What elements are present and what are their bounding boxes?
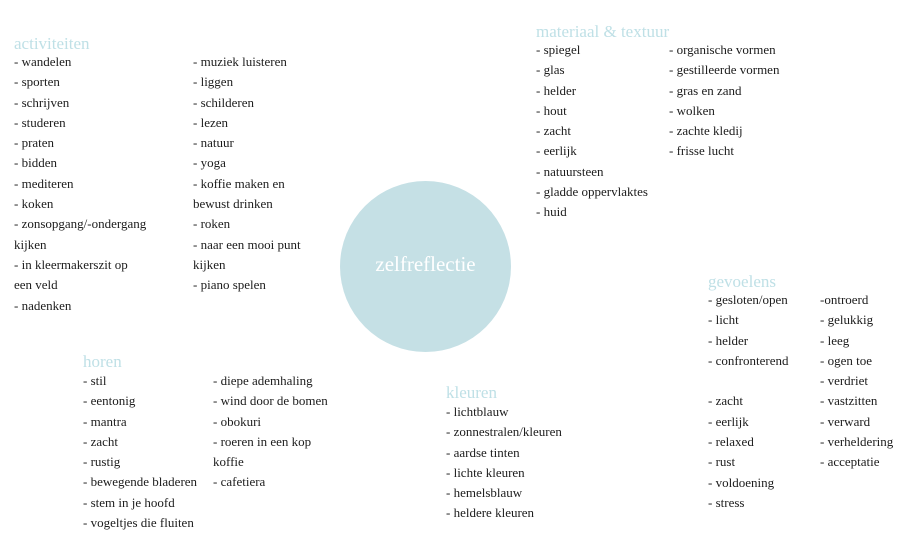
list-item: - aardse tinten bbox=[446, 444, 520, 460]
list-item: - gladde oppervlaktes bbox=[536, 184, 648, 200]
list-item bbox=[708, 371, 789, 391]
list-item: - zacht bbox=[83, 433, 119, 449]
list-item: - liggen bbox=[193, 74, 234, 90]
list-item: - ogen toe bbox=[820, 352, 872, 368]
list-item: - stem in je hoofd bbox=[83, 494, 175, 510]
list-activiteiten-col1: - wandelen - sporten - schrijven - studeren… bbox=[14, 52, 146, 316]
list-activiteiten-col2: - muziek luisteren - liggen - schilderen - … bbox=[193, 52, 301, 296]
list-item: - studeren bbox=[14, 114, 66, 130]
list-item: - rustig bbox=[83, 454, 121, 470]
list-item: - helder bbox=[536, 82, 577, 98]
list-item: bewust drinken bbox=[193, 196, 273, 212]
list-horen-col2: - diepe ademhaling - wind door de bomen - … bbox=[213, 371, 328, 493]
list-item: - nadenken bbox=[14, 297, 72, 313]
list-item: - gesloten/open bbox=[708, 292, 788, 307]
list-materiaal-col1: - spiegel - glas - helder - hout - zacht - ee… bbox=[536, 40, 648, 223]
list-item: - verheldering bbox=[820, 434, 894, 450]
list-item: - muziek luisteren bbox=[193, 54, 287, 69]
list-item: - mantra bbox=[83, 413, 127, 429]
list-item: - vastzitten bbox=[820, 393, 878, 409]
list-item: - eentonig bbox=[83, 393, 136, 409]
list-item: - mediteren bbox=[14, 175, 74, 191]
list-item: - vogeltjes die fluiten bbox=[83, 515, 194, 531]
list-item: - wolken bbox=[669, 102, 715, 118]
list-item: - bidden bbox=[14, 155, 57, 171]
list-item: - huid bbox=[536, 204, 567, 220]
list-item: een veld bbox=[14, 277, 58, 293]
list-item: koffie bbox=[213, 454, 244, 470]
list-item: - koken bbox=[14, 196, 54, 212]
list-item: - natuur bbox=[193, 135, 234, 151]
list-item: - frisse lucht bbox=[669, 143, 734, 159]
list-item: - wandelen bbox=[14, 54, 72, 69]
list-item: - lezen bbox=[193, 114, 229, 130]
list-gevoelens-col1: - gesloten/open - licht - helder - confront… bbox=[708, 290, 789, 513]
list-item: - gestilleerde vormen bbox=[669, 62, 780, 78]
list-item: - hout bbox=[536, 102, 567, 118]
list-item: - schrijven bbox=[14, 94, 70, 110]
section-title-activiteiten: activiteiten bbox=[14, 34, 90, 53]
list-item: - eerlijk bbox=[536, 143, 577, 159]
list-horen-col1: - stil - eentonig - mantra - zacht - rustig -… bbox=[83, 371, 197, 533]
list-item: - roken bbox=[193, 216, 231, 232]
list-gevoelens-col2: -ontroerd - gelukkig - leeg - ogen toe - ver… bbox=[820, 290, 893, 473]
center-circle: zelfreflectie bbox=[340, 181, 511, 352]
list-item: - zachte kledij bbox=[669, 123, 743, 139]
list-item: kijken bbox=[193, 256, 226, 272]
list-item: - wind door de bomen bbox=[213, 393, 328, 409]
list-item: - sporten bbox=[14, 74, 60, 90]
list-item: - lichtblauw bbox=[446, 404, 509, 419]
list-item: - stress bbox=[708, 494, 745, 510]
list-item: - in kleermakerszit op bbox=[14, 256, 128, 272]
list-item: - glas bbox=[536, 62, 565, 78]
list-item: - gelukkig bbox=[820, 312, 874, 328]
list-item: - gras en zand bbox=[669, 82, 742, 98]
list-item: - obokuri bbox=[213, 413, 262, 429]
list-item: - piano spelen bbox=[193, 277, 266, 293]
list-item: - acceptatie bbox=[820, 454, 880, 470]
list-item: - zonnestralen/kleuren bbox=[446, 424, 562, 440]
list-item: - eerlijk bbox=[708, 413, 749, 429]
list-item: - zacht bbox=[536, 123, 572, 139]
section-title-gevoelens: gevoelens bbox=[708, 272, 776, 291]
list-item: - natuursteen bbox=[536, 163, 604, 179]
list-item: - schilderen bbox=[193, 94, 255, 110]
list-kleuren-col1: - lichtblauw - zonnestralen/kleuren - aard… bbox=[446, 402, 562, 524]
list-item: - verward bbox=[820, 413, 871, 429]
list-item: - licht bbox=[708, 312, 739, 328]
list-item: kijken bbox=[14, 236, 47, 252]
list-item: - spiegel bbox=[536, 42, 581, 57]
list-item: - cafetiera bbox=[213, 474, 266, 490]
list-item: - heldere kleuren bbox=[446, 505, 535, 521]
list-item: - hemelsblauw bbox=[446, 485, 523, 501]
list-item: - organische vormen bbox=[669, 42, 776, 57]
list-item: - confronterend bbox=[708, 352, 789, 368]
section-title-kleuren: kleuren bbox=[446, 383, 497, 402]
list-item: - bewegende bladeren bbox=[83, 474, 198, 490]
list-item: - koffie maken en bbox=[193, 175, 285, 191]
list-item: - voldoening bbox=[708, 474, 775, 490]
list-item: - diepe ademhaling bbox=[213, 373, 313, 388]
list-item: - lichte kleuren bbox=[446, 464, 525, 480]
list-item: - verdriet bbox=[820, 373, 869, 389]
list-item: - roeren in een kop bbox=[213, 433, 312, 449]
list-item: - rust bbox=[708, 454, 736, 470]
list-item: - yoga bbox=[193, 155, 226, 171]
section-title-materiaal: materiaal & textuur bbox=[536, 22, 670, 41]
list-item: - zonsopgang/-ondergang bbox=[14, 216, 147, 232]
list-item: -ontroerd bbox=[820, 292, 869, 307]
list-materiaal-col2: - organische vormen - gestilleerde vormen… bbox=[669, 40, 779, 162]
list-item: - leeg bbox=[820, 332, 850, 348]
list-item: - stil bbox=[83, 373, 107, 388]
list-item: - relaxed bbox=[708, 434, 754, 450]
center-label: zelfreflectie bbox=[375, 252, 476, 276]
list-item: - zacht bbox=[708, 393, 744, 409]
list-item: - naar een mooi punt bbox=[193, 236, 301, 252]
list-item: - praten bbox=[14, 135, 55, 151]
list-item: - helder bbox=[708, 332, 749, 348]
section-title-horen: horen bbox=[83, 352, 122, 371]
